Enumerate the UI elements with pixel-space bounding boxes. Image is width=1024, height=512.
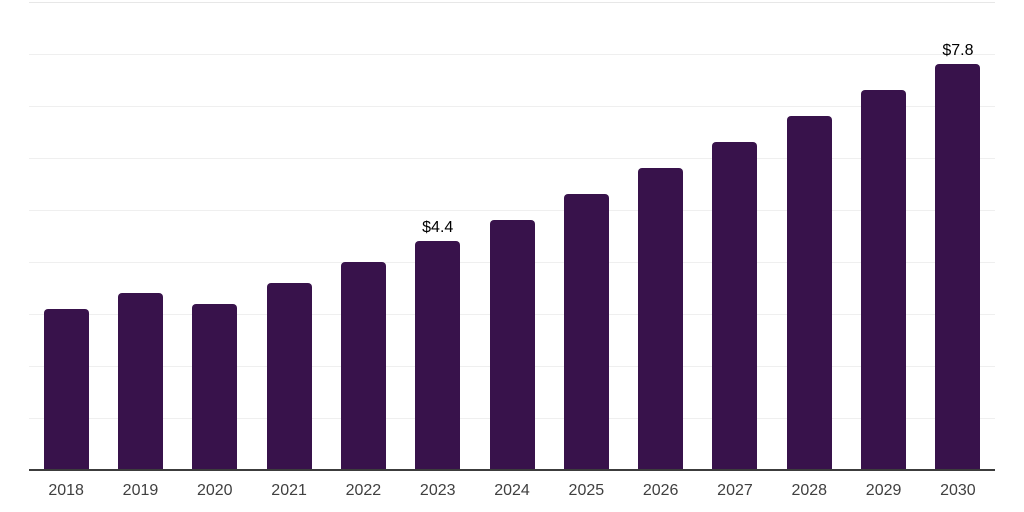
gridline: [29, 2, 995, 3]
x-tick-label-2019: 2019: [122, 482, 159, 499]
bar-slot: [326, 2, 400, 470]
gridline: [29, 106, 995, 107]
bar-slot: [103, 2, 177, 470]
bar-2028: [786, 116, 832, 470]
x-tick-label-2026: 2026: [642, 482, 679, 499]
gridline: [29, 54, 995, 55]
bar-slot: $7.8: [921, 2, 995, 470]
bar-2020: [192, 303, 238, 470]
bar-2018: [43, 308, 89, 470]
bar-slot: [29, 2, 103, 470]
x-axis-line: [29, 469, 995, 471]
x-tick-label-2028: 2028: [791, 482, 828, 499]
x-tick-label-2021: 2021: [271, 482, 307, 499]
bar-slot: [624, 2, 698, 470]
x-tick-label-2022: 2022: [345, 482, 382, 499]
gridline: [29, 210, 995, 211]
value-label-2023: $4.4: [422, 219, 454, 237]
x-axis-labels: 2018 2019 2020 2021 2022 2023 2024 2025 2026 2027…: [29, 481, 995, 501]
x-tick-label-2025: 2025: [568, 482, 605, 499]
gridline: [29, 158, 995, 159]
bar-2021: [266, 282, 312, 470]
bar-slot: [846, 2, 920, 470]
bar-slot: [772, 2, 846, 470]
bar-slot: [549, 2, 623, 470]
bar-2030: $7.8: [935, 43, 981, 470]
value-label-2030: $7.8: [942, 42, 974, 60]
x-tick-label-2023: 2023: [419, 482, 456, 499]
bar-slot: [252, 2, 326, 470]
x-tick-label-2020: 2020: [196, 482, 233, 499]
bar-2026: [638, 168, 684, 470]
bar-2022: [340, 262, 386, 470]
bar-2023: $4.4: [415, 220, 461, 470]
bar-slot: [475, 2, 549, 470]
x-tick-label-2027: 2027: [717, 482, 753, 499]
bar-2027: [712, 142, 758, 470]
bar-2029: [861, 90, 907, 470]
x-tick-label-2024: 2024: [494, 482, 530, 499]
x-tick-label-2029: 2029: [865, 482, 902, 499]
x-tick-label-2018: 2018: [48, 482, 84, 499]
bar-2019: [117, 293, 163, 470]
bar-slot: $4.4: [401, 2, 475, 470]
plot-area: $4.4 $7.8: [29, 2, 995, 470]
bars-container: $4.4 $7.8: [29, 2, 995, 470]
bar-2025: [563, 194, 609, 470]
x-tick-label-2030: 2030: [940, 482, 976, 499]
bar-slot: [178, 2, 252, 470]
bar-slot: [698, 2, 772, 470]
bar-2024: [489, 220, 535, 470]
